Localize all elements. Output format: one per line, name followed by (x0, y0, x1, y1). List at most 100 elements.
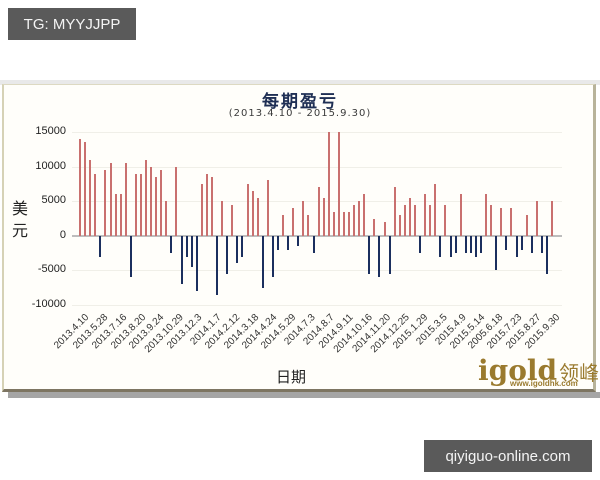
bar (449, 235, 452, 257)
site-badge: qiyiguo-online.com (424, 440, 592, 472)
bar (175, 166, 178, 236)
chart-subtitle: (2013.4.10 - 2015.9.30) (228, 108, 372, 119)
bar (150, 166, 153, 236)
bar (79, 138, 81, 236)
bar (388, 235, 391, 274)
bar (479, 235, 482, 254)
bar (246, 183, 249, 236)
bar (545, 235, 548, 274)
bar (104, 170, 107, 236)
bar (287, 235, 290, 250)
top-band (0, 80, 600, 85)
bar (145, 159, 147, 236)
bar (348, 211, 350, 236)
bar (459, 194, 462, 236)
bar (515, 235, 518, 257)
bar (134, 173, 137, 236)
frame-shadow (8, 392, 600, 398)
bar (160, 170, 163, 236)
bar (226, 235, 229, 274)
bar (205, 173, 208, 236)
bar (190, 235, 193, 267)
bar (221, 201, 224, 236)
bar (373, 218, 376, 236)
bar (398, 215, 401, 236)
logo-brand-cn: 领峰 (559, 361, 600, 385)
bar (185, 235, 188, 257)
x-axis-label: 日期 (276, 368, 307, 386)
bar (165, 201, 168, 236)
bar (200, 183, 203, 236)
bar (464, 235, 467, 254)
bar (358, 201, 361, 236)
bar (94, 173, 97, 236)
bar (363, 194, 366, 236)
bar (337, 132, 340, 236)
gridline (72, 305, 562, 306)
bar (485, 194, 487, 236)
bar (312, 235, 315, 254)
logo-brand: igold (478, 354, 558, 387)
bar (368, 235, 371, 274)
tg-badge: TG: MYYJJPP (8, 8, 136, 40)
bar (408, 197, 411, 236)
bar (276, 235, 279, 250)
bar (490, 204, 493, 236)
bar (99, 235, 102, 257)
bar (434, 183, 437, 236)
bar (216, 235, 218, 295)
bar (139, 173, 142, 236)
bar (414, 204, 416, 236)
bar (444, 204, 447, 236)
bar (327, 132, 330, 236)
bar (119, 194, 122, 236)
bar (383, 221, 386, 236)
bar (297, 235, 300, 247)
bar (342, 211, 345, 236)
y-tick-label: 5000 (41, 194, 66, 207)
bar (322, 197, 325, 236)
bar (195, 235, 198, 292)
bar (124, 163, 127, 236)
y-tick-label: -10000 (31, 298, 66, 310)
bar (251, 190, 254, 236)
bar (109, 163, 112, 236)
gridline (72, 166, 562, 168)
chart-title: 每期盈亏 (262, 92, 338, 112)
bar (520, 235, 523, 250)
bar (332, 211, 335, 236)
bar (551, 201, 553, 236)
bar (510, 208, 513, 236)
bar (535, 201, 538, 236)
bar (530, 235, 533, 254)
igold-logo: igold 领峰 (478, 354, 600, 387)
bar (114, 194, 117, 236)
bar (429, 204, 432, 236)
bar (292, 208, 295, 236)
gridline (72, 132, 562, 133)
bar (266, 180, 269, 236)
bar (180, 235, 183, 285)
y-tick-label: 15000 (35, 125, 66, 137)
zero-baseline (72, 234, 562, 237)
bar (495, 235, 498, 271)
bar (211, 176, 213, 236)
bar (89, 159, 92, 236)
bar (282, 215, 284, 236)
bar (261, 235, 264, 288)
y-tick-label: 0 (59, 228, 66, 241)
bar (317, 187, 320, 236)
bar (403, 204, 406, 236)
bar (302, 201, 305, 236)
y-axis-label: 美元 (11, 199, 28, 240)
bar (256, 197, 259, 236)
gridline (72, 201, 562, 203)
bar (231, 204, 234, 236)
bar (378, 235, 381, 278)
bar (307, 215, 310, 236)
bar (241, 235, 244, 257)
y-tick-label: -5000 (37, 263, 66, 276)
bar (469, 235, 472, 254)
bar (424, 194, 427, 236)
gridline (72, 270, 562, 272)
